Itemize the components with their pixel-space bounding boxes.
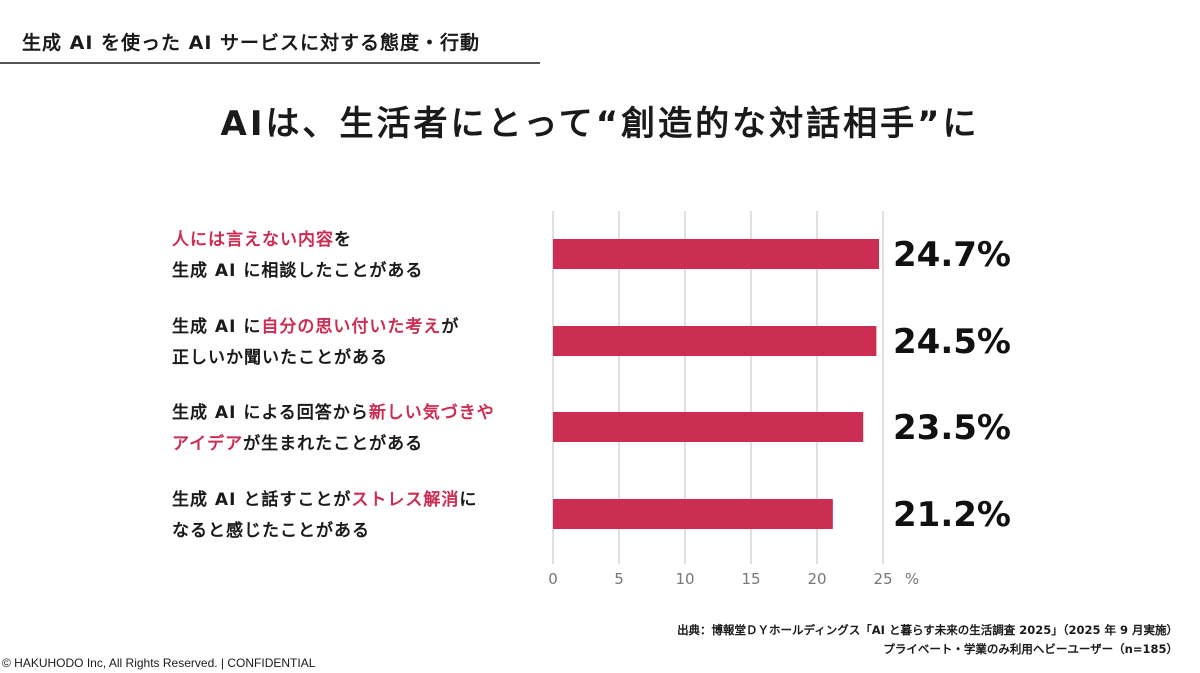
highlighted-text: ストレス解消: [351, 490, 460, 510]
label-text: 生成 AI に: [172, 317, 262, 337]
category-label: 生成 AI に自分の思い付いた考えが正しいか聞いたことがある: [172, 312, 459, 374]
label-text: 生成 AI に相談したことがある: [172, 261, 424, 281]
highlighted-text: アイデア: [172, 434, 244, 454]
data-label: 24.7%: [893, 235, 1011, 275]
highlighted-text: 自分の思い付いた考え: [261, 317, 442, 337]
category-label: 生成 AI による回答から新しい気づきやアイデアが生まれたことがある: [172, 398, 495, 460]
label-text: を: [334, 230, 352, 250]
data-label: 21.2%: [893, 495, 1011, 535]
category-label: 生成 AI と話すことがストレス解消になると感じたことがある: [172, 485, 477, 547]
label-text: に: [459, 490, 478, 510]
bar: [553, 499, 833, 529]
highlighted-text: 新しい気づきや: [368, 403, 495, 423]
bar: [553, 412, 864, 442]
x-tick-label: 20: [807, 570, 826, 588]
label-text: が生まれたことがある: [243, 434, 424, 454]
headline: AIは、生活者にとって“創造的な対話相手”に: [220, 104, 980, 144]
data-label: 24.5%: [893, 322, 1011, 362]
x-tick-label: 5: [614, 570, 624, 588]
category-label: 人には言えない内容を生成 AI に相談したことがある: [172, 225, 423, 287]
label-text: が: [441, 317, 460, 337]
label-text: なると感じたことがある: [172, 521, 370, 541]
label-text: 生成 AI による回答から: [172, 403, 369, 423]
x-tick-label: 0: [548, 570, 558, 588]
x-tick-label: 10: [675, 570, 694, 588]
section-divider: [0, 62, 540, 64]
x-tick-label: 15: [741, 570, 760, 588]
data-label: 23.5%: [893, 408, 1011, 448]
bar: [553, 326, 877, 356]
label-text: 正しいか聞いたことがある: [172, 348, 388, 368]
x-unit-label: %: [905, 570, 919, 588]
source-note: 出典：博報堂ＤＹホールディングス「AI と暮らす未来の生活調査 2025」（20…: [677, 621, 1178, 659]
highlighted-text: 人には言えない内容: [172, 230, 334, 250]
x-tick-label: 25: [873, 570, 892, 588]
bar: [553, 239, 880, 269]
copyright: © HAKUHODO Inc, All Rights Reserved. | C…: [2, 656, 316, 670]
label-text: 生成 AI と話すことが: [172, 490, 352, 510]
section-title: 生成 AI を使った AI サービスに対する態度・行動: [22, 32, 481, 54]
source-line-2: プライベート・学業のみ利用ヘビーユーザー（n=185）: [883, 642, 1178, 656]
source-line-1: 出典：博報堂ＤＹホールディングス「AI と暮らす未来の生活調査 2025」（20…: [677, 623, 1178, 637]
